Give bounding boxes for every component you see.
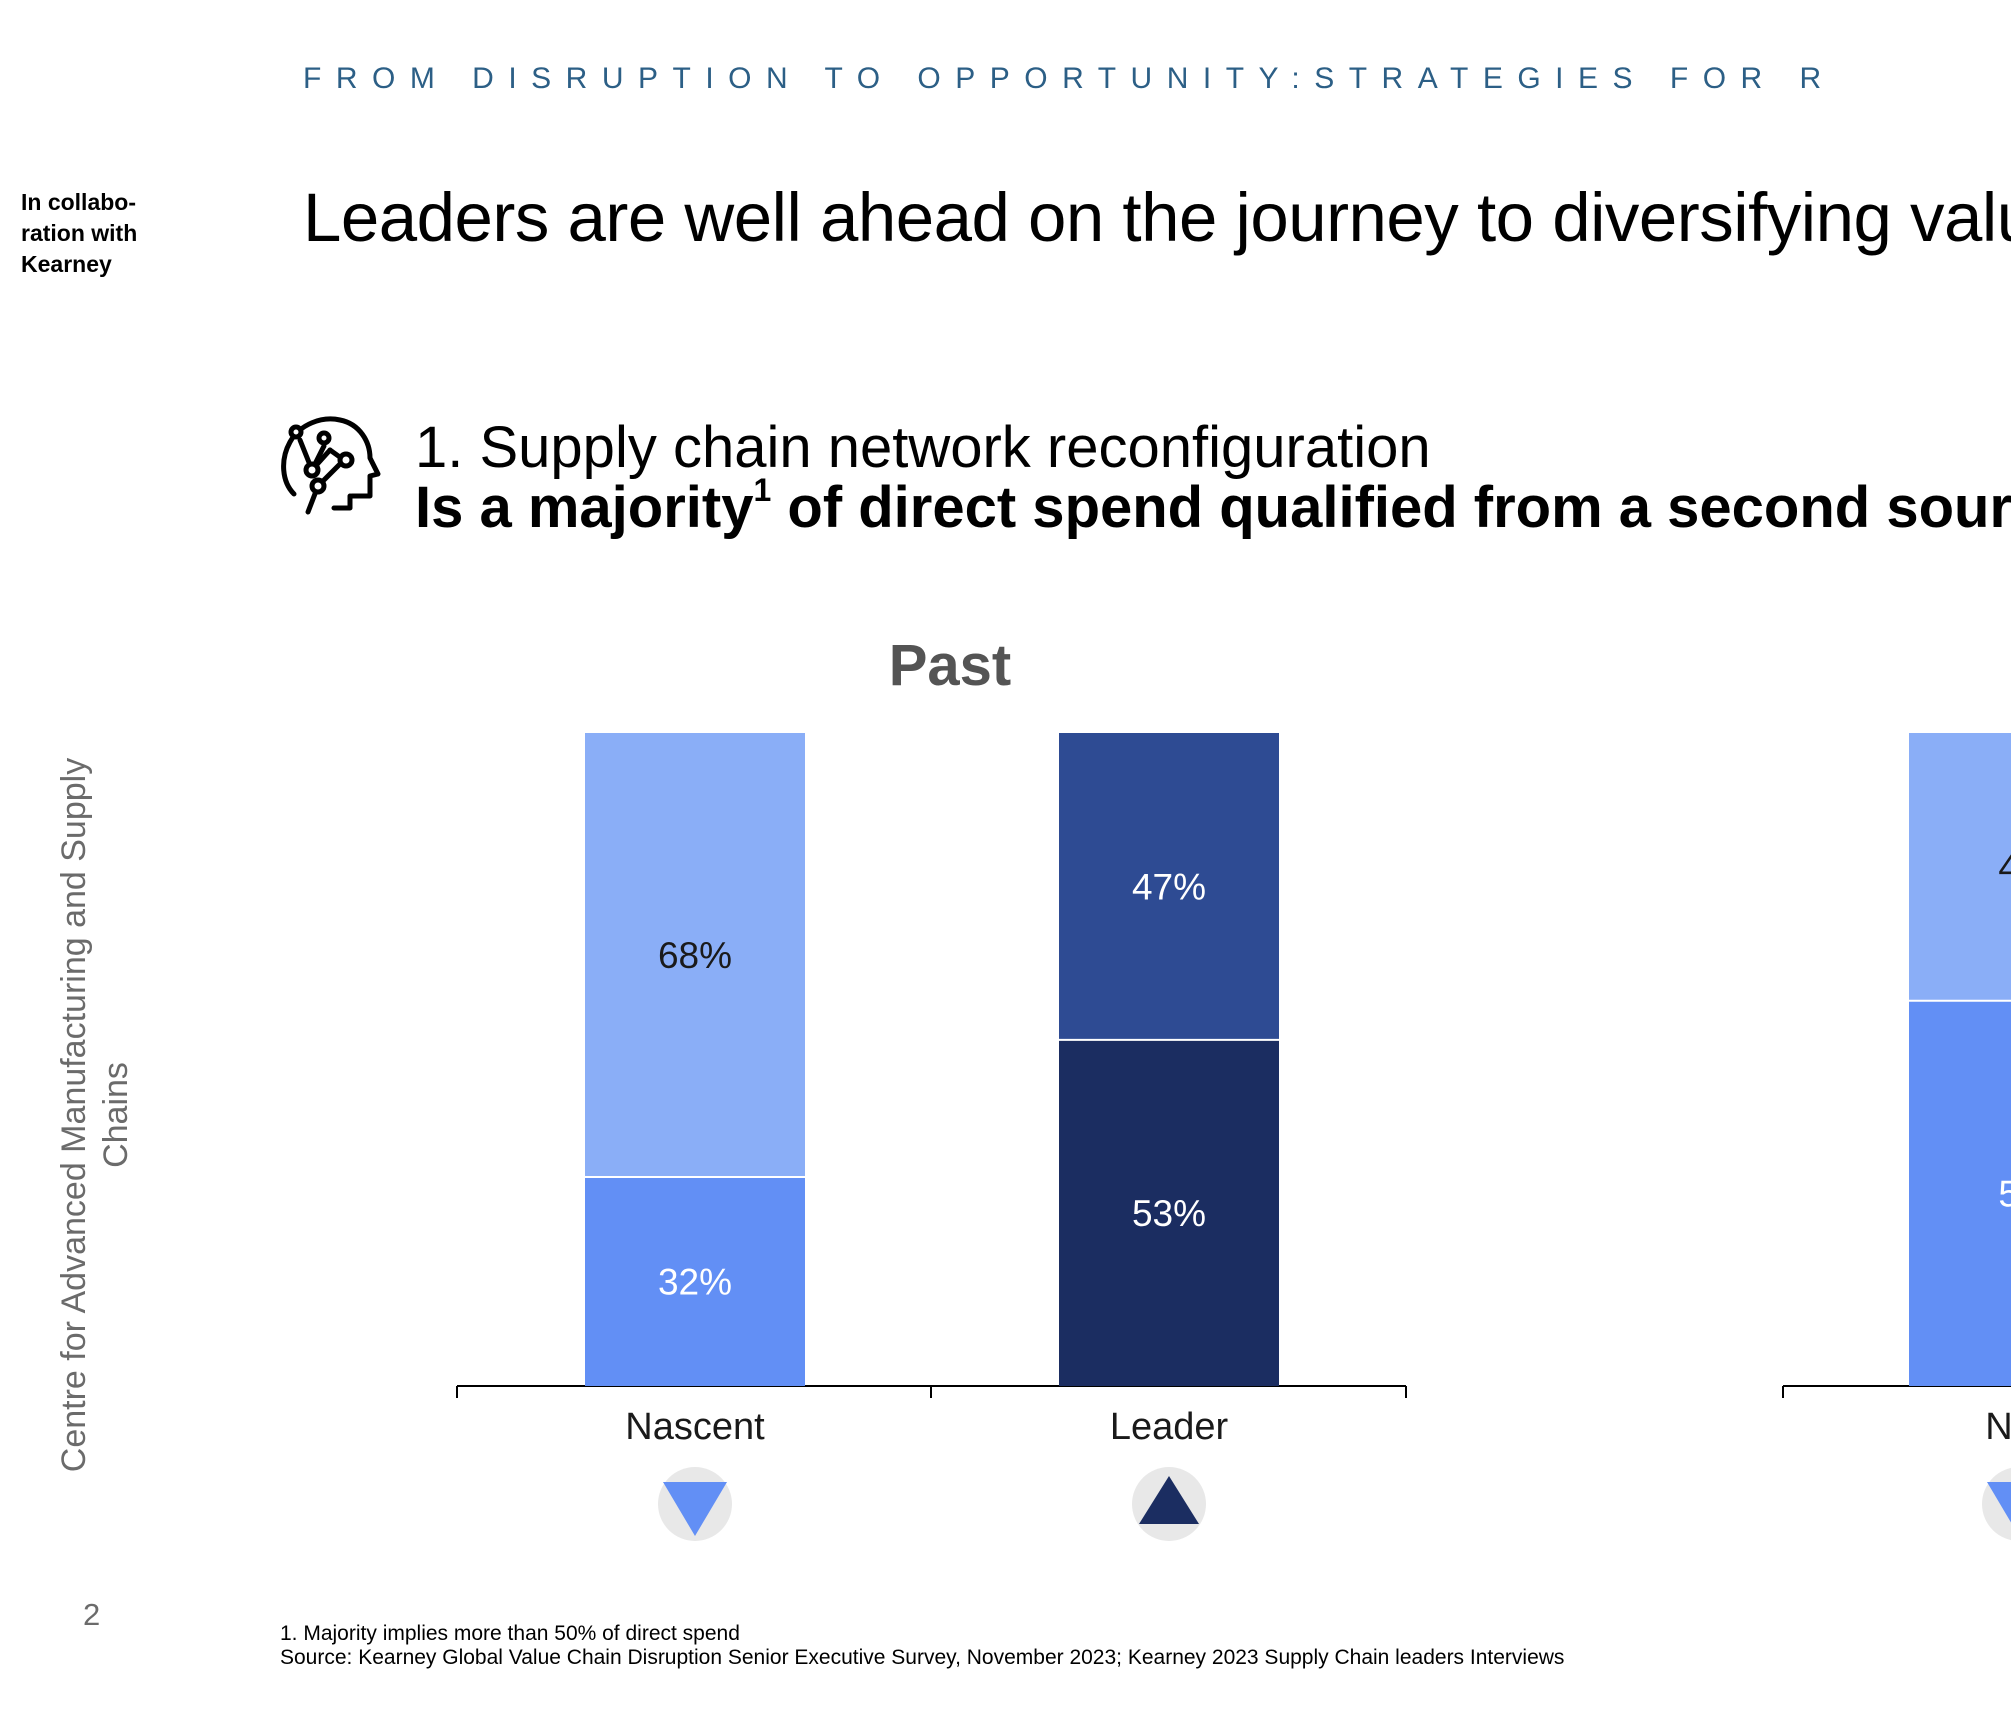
collaboration-note: In collabo-ration with Kearney — [21, 189, 138, 277]
bar-nascent-top — [585, 733, 805, 1178]
footnote-source: Source: Kearney Global Value Chain Disru… — [280, 1646, 1565, 1669]
category-label-nascent: Nascent — [625, 1406, 765, 1448]
footnotes: 1. Majority implies more than 50% of dir… — [280, 1622, 1564, 1670]
category-label-nas: Nas — [1985, 1406, 2011, 1448]
triangle-down-icon — [1987, 1482, 2011, 1523]
page-number: 2 — [83, 1597, 101, 1632]
data-label-nascent-bottom: 32% — [658, 1262, 732, 1303]
section-question: Is a majority1 of direct spend qualified… — [415, 474, 2011, 541]
bar-nas-bottom — [1909, 1000, 2011, 1386]
data-label-nascent-top: 68% — [658, 935, 732, 976]
bar-leader-bottom — [1059, 1039, 1279, 1386]
triangle-up-icon — [1139, 1476, 1199, 1524]
panel-title-past: Past — [889, 633, 1012, 698]
footnote-majority: 1. Majority implies more than 50% of dir… — [280, 1622, 740, 1645]
page-headline: Leaders are well ahead on the journey to… — [303, 179, 2011, 256]
bar-nas-top — [1909, 733, 2011, 1001]
bar-nascent-bottom — [585, 1177, 805, 1386]
head-network-icon — [281, 416, 381, 515]
data-label-nas-top: 41 — [1998, 847, 2011, 888]
report-kicker: FROM DISRUPTION TO OPPORTUNITY:STRATEGIE… — [303, 62, 1836, 95]
bar-leader-top — [1059, 733, 1279, 1040]
question-text: Is a majority — [415, 475, 754, 540]
data-label-nas-bottom: 59 — [1998, 1173, 2011, 1214]
category-label-leader: Leader — [1110, 1406, 1229, 1448]
question-text-rest: of direct spend qualified from a second … — [771, 475, 2011, 540]
triangle-down-icon — [663, 1482, 727, 1536]
data-label-leader-top: 47% — [1132, 866, 1206, 907]
section-title: 1. Supply chain network reconfiguration — [415, 415, 1431, 480]
question-footnote-ref: 1 — [753, 472, 772, 508]
data-label-leader-bottom: 53% — [1132, 1193, 1206, 1234]
